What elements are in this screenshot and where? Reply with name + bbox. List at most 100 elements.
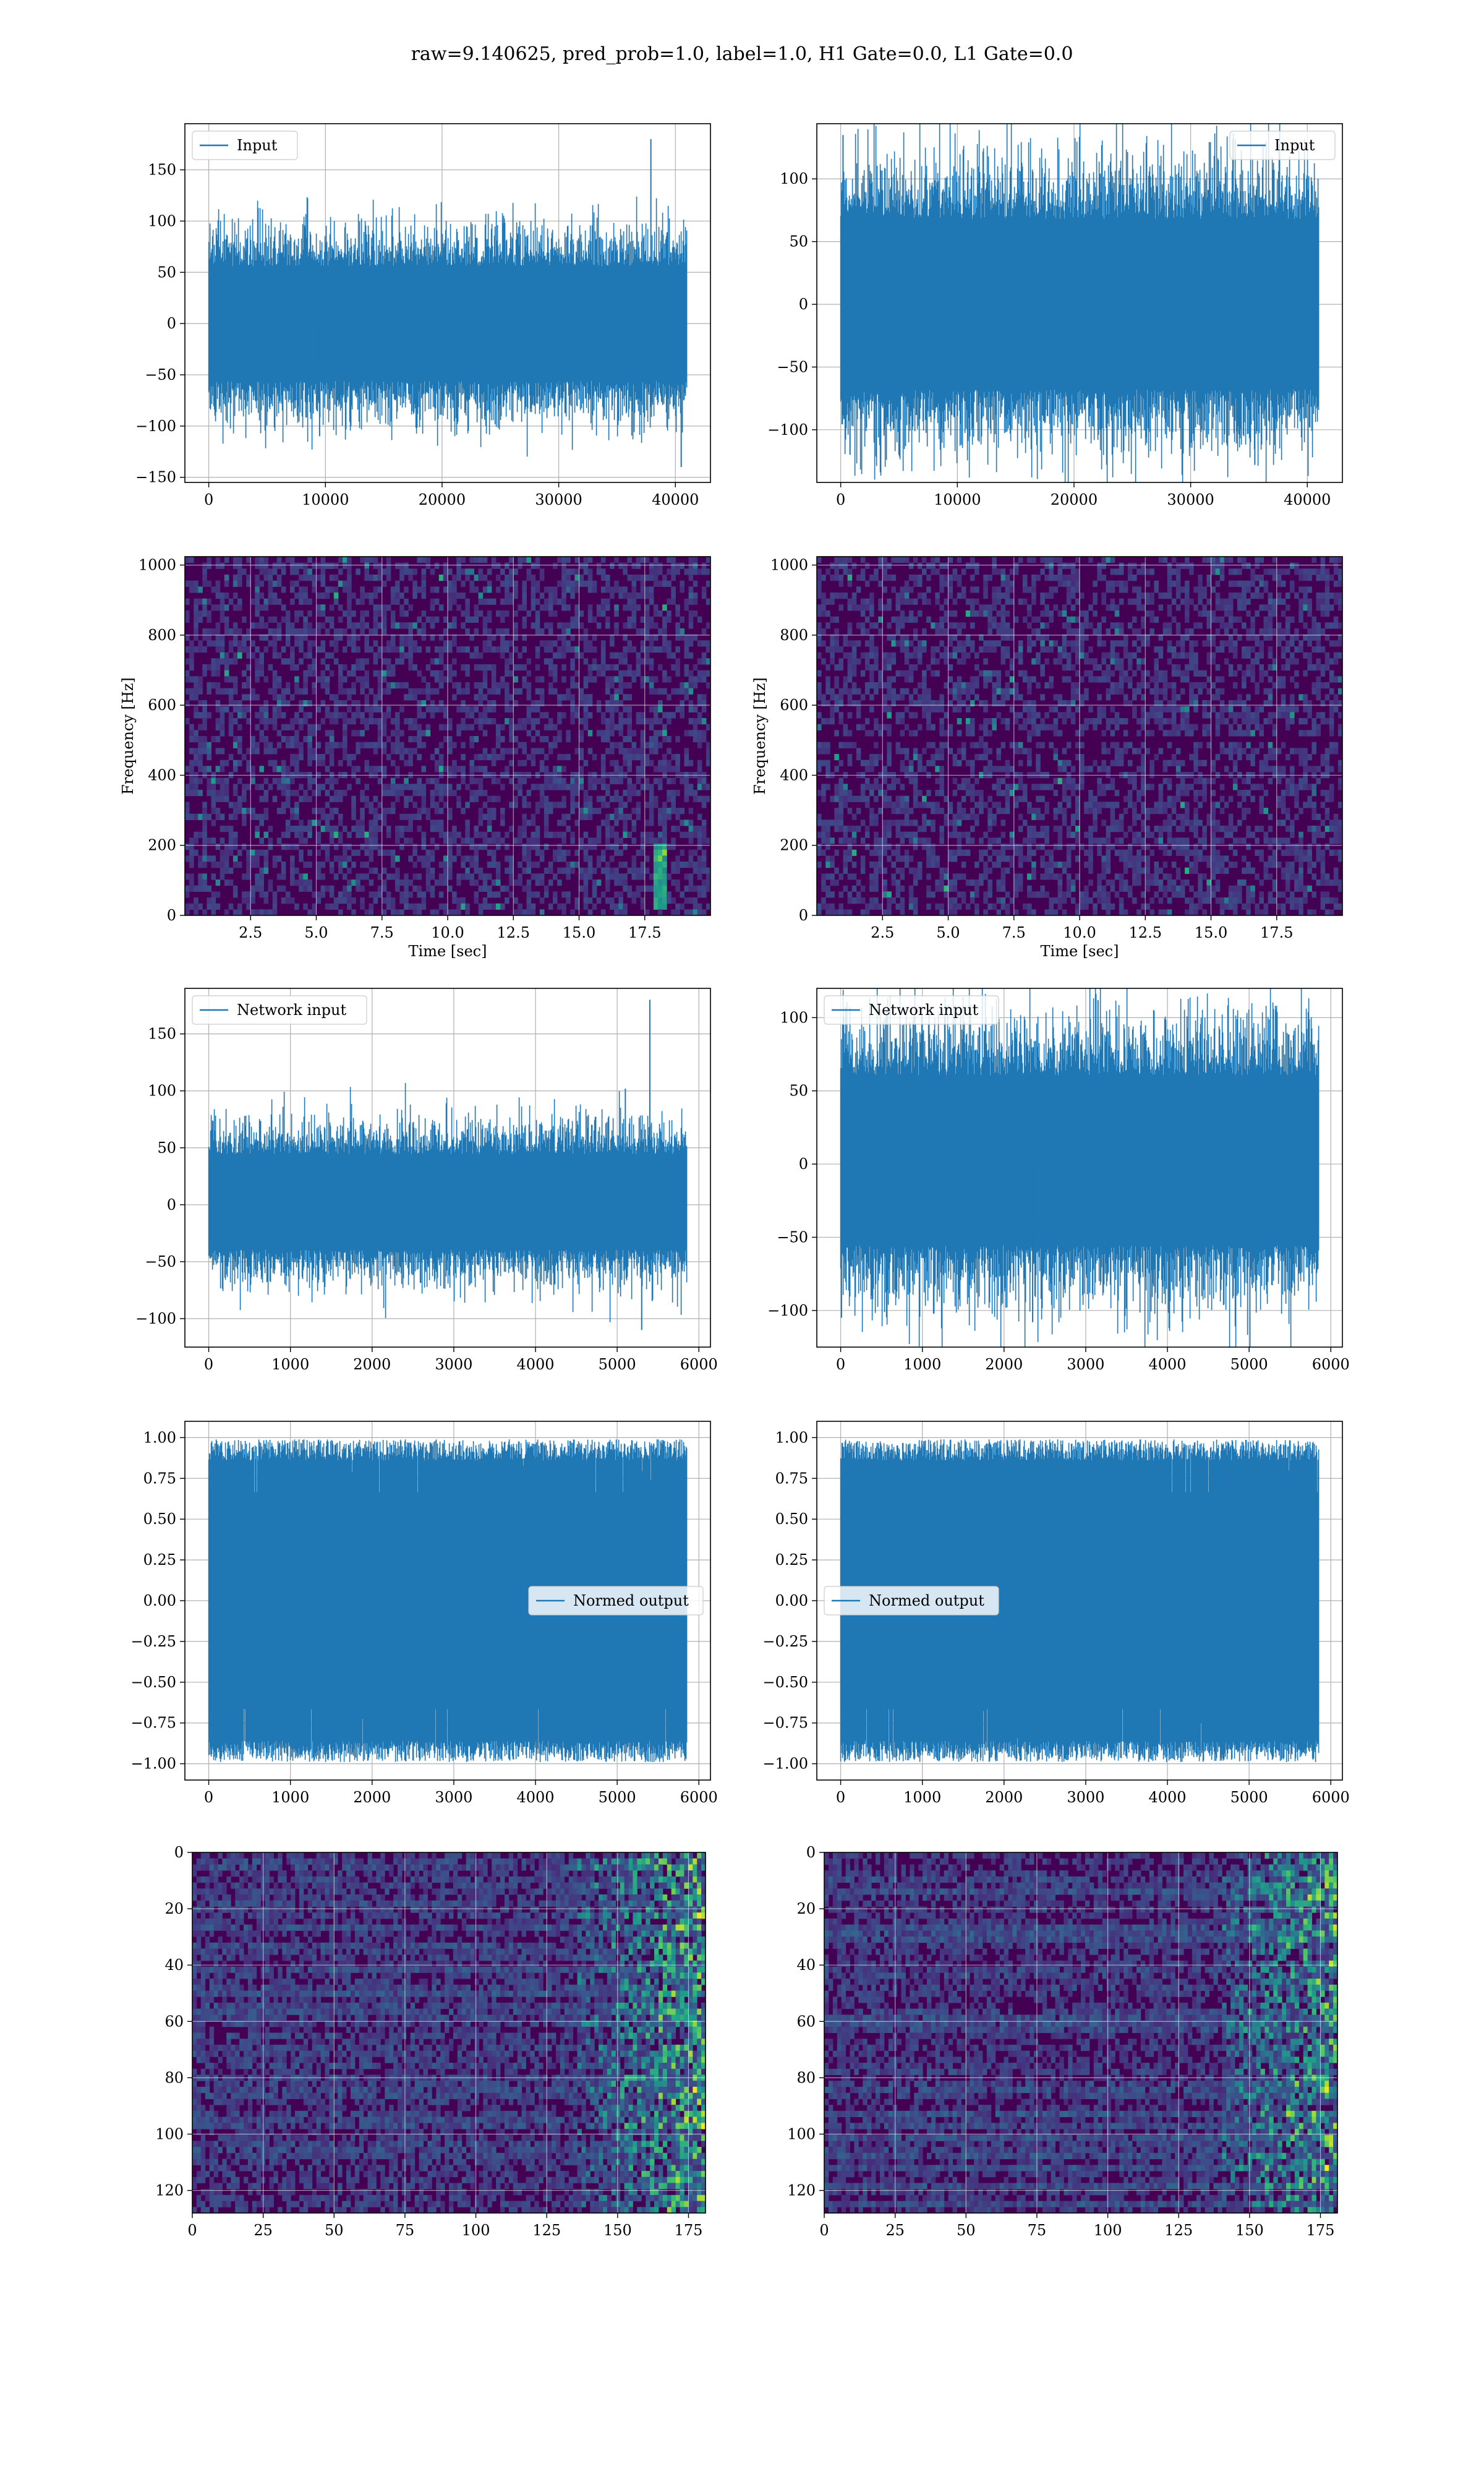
axes-frame: [824, 1852, 1338, 2214]
chart-svg: 0 25 50 75 100 125 150 175 0 20 40 60 80 100 120: [787, 1844, 1338, 2239]
grid: [192, 1852, 706, 2213]
x-tick-label: 50: [325, 2222, 344, 2239]
x-tick-label: 175: [1307, 2222, 1335, 2239]
legend-box: [1229, 131, 1336, 160]
y-tick-label: 60: [164, 2013, 184, 2030]
chart-svg: 0 1000 2000 3000 4000 5000 6000 −100 −50 0 50 100 15…: [135, 988, 718, 1373]
y-tick-label: 1.00: [775, 1429, 808, 1446]
plot-area: [185, 124, 710, 482]
series-core: [208, 280, 687, 367]
y-tick-label: 1.00: [143, 1429, 176, 1446]
y-tick-label: 0: [167, 315, 176, 332]
axes: 2.5 5.0 7.5 10.0 12.5 15.0 17.5 0 200 400 600 800 10…: [119, 557, 661, 960]
y-tick-label: 800: [148, 627, 176, 644]
y-tick-label: −100: [767, 421, 808, 439]
y-tick-label: −0.50: [130, 1674, 176, 1691]
y-tick-label: 80: [796, 2069, 816, 2086]
y-tick-label: 0.75: [143, 1470, 176, 1487]
plot-area: [192, 1852, 706, 2213]
y-tick-label: −1.00: [762, 1755, 808, 1773]
x-tick-label: 5000: [599, 1789, 636, 1806]
x-tick-label: 4000: [516, 1356, 554, 1373]
x-tick-label: 30000: [535, 491, 582, 508]
x-tick-label: 0: [836, 1789, 845, 1806]
axes: 0 1000 2000 3000 4000 5000 6000 −100 −50 0 50 100: [767, 1009, 1350, 1373]
y-tick-label: −50: [777, 1228, 808, 1246]
x-tick-label: 100: [462, 2222, 490, 2239]
x-tick-label: 2000: [985, 1356, 1023, 1373]
axes: 2.5 5.0 7.5 10.0 12.5 15.0 17.5 0 200 400 600 800 10…: [751, 557, 1293, 960]
axes-frame: [184, 988, 711, 1348]
x-tick-label: 3000: [435, 1789, 472, 1806]
grid: [824, 1852, 1337, 2213]
y-tick-label: −0.25: [130, 1633, 176, 1650]
y-tick-label: 120: [787, 2182, 816, 2199]
chart-svg: 2.5 5.0 7.5 10.0 12.5 15.0 17.5 0 200 400 600 800 10…: [119, 556, 711, 960]
legend-box: [192, 131, 298, 160]
y-tick-label: 400: [780, 766, 808, 784]
x-tick-label: 0: [204, 1356, 213, 1373]
legend: Network input: [192, 995, 367, 1025]
series-core: [840, 1097, 1319, 1225]
x-tick-label: 1000: [271, 1356, 309, 1373]
y-tick-label: −0.50: [762, 1674, 808, 1691]
legend-label: Input: [1274, 137, 1315, 154]
x-tick-label: 25: [254, 2222, 273, 2239]
y-tick-label: 600: [780, 696, 808, 714]
x-tick-label: 0: [836, 491, 845, 508]
y-tick-label: 100: [787, 2125, 816, 2142]
chart-row3-right: 0 1000 2000 3000 4000 5000 6000 −100 −50 0 50 100 Ne…: [767, 988, 1350, 1373]
y-tick-label: −1.00: [130, 1755, 176, 1773]
x-tick-label: 75: [396, 2222, 415, 2239]
x-tick-label: 3000: [1067, 1356, 1104, 1373]
y-tick-label: 0.75: [775, 1470, 808, 1487]
y-tick-label: 80: [164, 2069, 184, 2086]
y-tick-label: 200: [780, 837, 808, 854]
x-tick-label: 10000: [302, 491, 349, 508]
plot-area: [185, 557, 710, 915]
axes: 0 1000 2000 3000 4000 5000 6000 −1.00 −0.75 −0.50…: [130, 1429, 717, 1806]
series-core: [840, 240, 1319, 369]
x-axis-label: Time [sec]: [1041, 943, 1119, 960]
x-tick-label: 125: [1164, 2222, 1193, 2239]
x-tick-label: 10000: [934, 491, 981, 508]
x-tick-label: 4000: [516, 1789, 554, 1806]
x-tick-label: 0: [819, 2222, 829, 2239]
x-tick-label: 2000: [985, 1789, 1023, 1806]
y-tick-label: −50: [777, 358, 808, 375]
x-tick-label: 10.0: [431, 924, 464, 941]
y-tick-label: 1000: [139, 557, 176, 574]
x-tick-label: 2000: [353, 1789, 391, 1806]
x-tick-label: 6000: [1312, 1356, 1350, 1373]
axes-frame: [184, 123, 711, 483]
x-tick-label: 2000: [353, 1356, 391, 1373]
axes-frame: [816, 988, 1343, 1348]
chart-svg: 0 10000 20000 30000 40000 −100 −50 0 50 100 Input: [767, 123, 1343, 508]
x-tick-label: 40000: [652, 491, 699, 508]
y-tick-label: 0.25: [775, 1551, 808, 1569]
x-tick-label: 17.5: [628, 924, 661, 941]
x-tick-label: 2.5: [871, 924, 894, 941]
x-axis-label: Time [sec]: [409, 943, 487, 960]
y-tick-label: −0.25: [762, 1633, 808, 1650]
legend-box: [824, 995, 999, 1025]
y-tick-label: 0.50: [143, 1510, 176, 1528]
x-tick-label: 1000: [271, 1789, 309, 1806]
grid: [185, 557, 710, 915]
y-tick-label: 600: [148, 696, 176, 714]
x-tick-label: 10.0: [1063, 924, 1096, 941]
x-tick-label: 50: [957, 2222, 976, 2239]
legend: Input: [1229, 131, 1336, 160]
grid: [817, 557, 1342, 915]
chart-svg: 0 1000 2000 3000 4000 5000 6000 −1.00 −0.75 −0.50…: [762, 1421, 1350, 1806]
x-tick-label: 175: [675, 2222, 703, 2239]
x-tick-label: 30000: [1167, 491, 1214, 508]
x-tick-label: 3000: [1067, 1789, 1104, 1806]
x-tick-label: 5000: [1230, 1356, 1268, 1373]
x-tick-label: 2.5: [239, 924, 262, 941]
x-tick-label: 150: [1235, 2222, 1264, 2239]
y-tick-label: 800: [780, 627, 808, 644]
x-tick-label: 7.5: [1002, 924, 1026, 941]
chart-row2-right: 2.5 5.0 7.5 10.0 12.5 15.0 17.5 0 200 400 600 800 10…: [751, 556, 1343, 960]
